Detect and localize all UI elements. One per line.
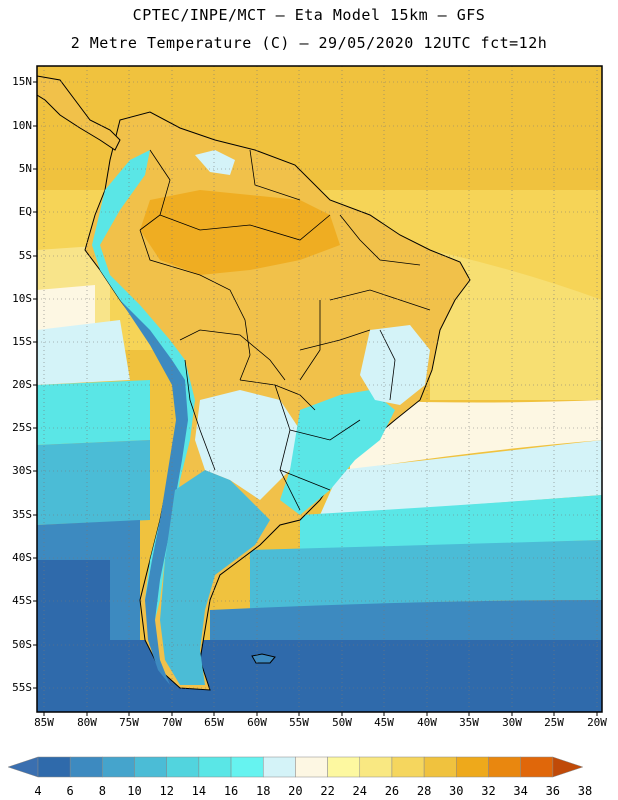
axis-ticks (33, 81, 598, 716)
ocean-band-atlantic-pale (320, 440, 602, 515)
colorbar-label: 38 (577, 784, 593, 798)
colorbar-left-arrow (7, 756, 39, 778)
colorbar-cell (391, 756, 425, 778)
lon-label-85w: 85W (34, 716, 54, 729)
ocean-band-pacific-teal (37, 440, 150, 525)
ocean-band-atlantic-teal (250, 540, 602, 610)
lat-label-35s: 35S (12, 508, 32, 521)
lon-label-65w: 65W (204, 716, 224, 729)
colorbar-label: 28 (416, 784, 432, 798)
lon-label-70w: 70W (162, 716, 182, 729)
lat-label-20s: 20S (12, 378, 32, 391)
ocean-band-pacific-cream (37, 285, 95, 330)
lat-label-15s: 15S (12, 335, 32, 348)
falkland-islands (251, 653, 276, 664)
map-frame (36, 65, 603, 713)
colorbar-label: 36 (545, 784, 561, 798)
colorbar-label: 14 (191, 784, 207, 798)
lat-label-45s: 45S (12, 594, 32, 607)
colorbar-label: 24 (352, 784, 367, 798)
colorbar-label: 4 (34, 784, 42, 798)
lat-label-10s: 10S (12, 292, 32, 305)
map-title-line2: 2 Metre Temperature (C) – 29/05/2020 12U… (70, 34, 548, 52)
colorbar-label: 10 (127, 784, 142, 798)
colorbar-cell (37, 756, 71, 778)
colorbar-label: 20 (288, 784, 303, 798)
lon-label-80w: 80W (77, 716, 97, 729)
ocean-band-atlantic-cream (350, 400, 602, 470)
colorbar-label: 12 (159, 784, 174, 798)
lon-label-50w: 50W (332, 716, 352, 729)
ocean-band-pacific-pale (37, 320, 130, 385)
southern-brazil-cool (280, 390, 395, 515)
lon-label-25w: 25W (544, 716, 564, 729)
lat-label-10n: 10N (12, 119, 32, 132)
lon-label-35w: 35W (459, 716, 479, 729)
colorbar-cell (166, 756, 200, 778)
lon-label-55w: 55W (289, 716, 309, 729)
colorbar-cell (359, 756, 393, 778)
colorbar-cell (520, 756, 554, 778)
andes-cold-core (120, 300, 188, 685)
amazon-hot (140, 190, 340, 275)
lon-label-20w: 20W (587, 716, 607, 729)
colorbar-label: 26 (384, 784, 400, 798)
map-title-line1: CPTEC/INPE/MCT – Eta Model 15km – GFS (132, 6, 486, 24)
country-borders (139, 149, 431, 511)
colorbar-label: 18 (256, 784, 271, 798)
colorbar-cell (69, 756, 103, 778)
colorbar-right-arrow (552, 756, 584, 778)
lat-label-30s: 30S (12, 464, 32, 477)
colorbar-cell (198, 756, 232, 778)
ocean-band-atlantic-cyan (300, 495, 602, 550)
pampas-mild (195, 390, 300, 500)
ocean-band-deep-south (37, 640, 602, 712)
lat-label-55s: 55S (12, 681, 32, 694)
colorbar-cell (456, 756, 489, 778)
colorbar-cell (423, 756, 457, 778)
colorbar-label: 32 (481, 784, 496, 798)
colorbar-cell (230, 756, 264, 778)
colorbar (7, 756, 584, 778)
ocean-band-atlantic-warm (430, 250, 602, 400)
colorbar-label: 16 (223, 784, 239, 798)
lon-label-60w: 60W (247, 716, 267, 729)
lat-label-40s: 40S (12, 551, 32, 564)
colorbar-cell (327, 756, 361, 778)
central-america-land (37, 75, 121, 151)
colorbar-label: 8 (98, 784, 106, 798)
lon-label-30w: 30W (502, 716, 522, 729)
ocean-band-pacific-deep (37, 560, 110, 640)
colorbar-cell (488, 756, 521, 778)
map-field (37, 66, 602, 712)
colorbar-cell (262, 756, 296, 778)
colorbar-label: 30 (449, 784, 464, 798)
colorbar-label: 22 (320, 784, 335, 798)
colorbar-cell (102, 756, 135, 778)
colorbar-cells (37, 756, 554, 778)
lon-label-40w: 40W (417, 716, 437, 729)
colorbar-cell (295, 756, 328, 778)
lat-label-50s: 50S (12, 638, 32, 651)
lon-label-75w: 75W (119, 716, 139, 729)
lat-label-eq: EQ (18, 205, 32, 218)
lat-label-15n: 15N (12, 75, 32, 88)
lat-label-5s: 5S (18, 249, 32, 262)
colorbar-label: 6 (66, 784, 74, 798)
colorbar-cell (134, 756, 167, 778)
lon-label-45w: 45W (374, 716, 394, 729)
patagonia-cool (160, 470, 270, 685)
lat-label-5n: 5N (18, 162, 32, 175)
lat-label-25s: 25S (12, 421, 32, 434)
ocean-band-pacific-cyan (37, 380, 150, 445)
colorbar-label: 34 (513, 784, 528, 798)
